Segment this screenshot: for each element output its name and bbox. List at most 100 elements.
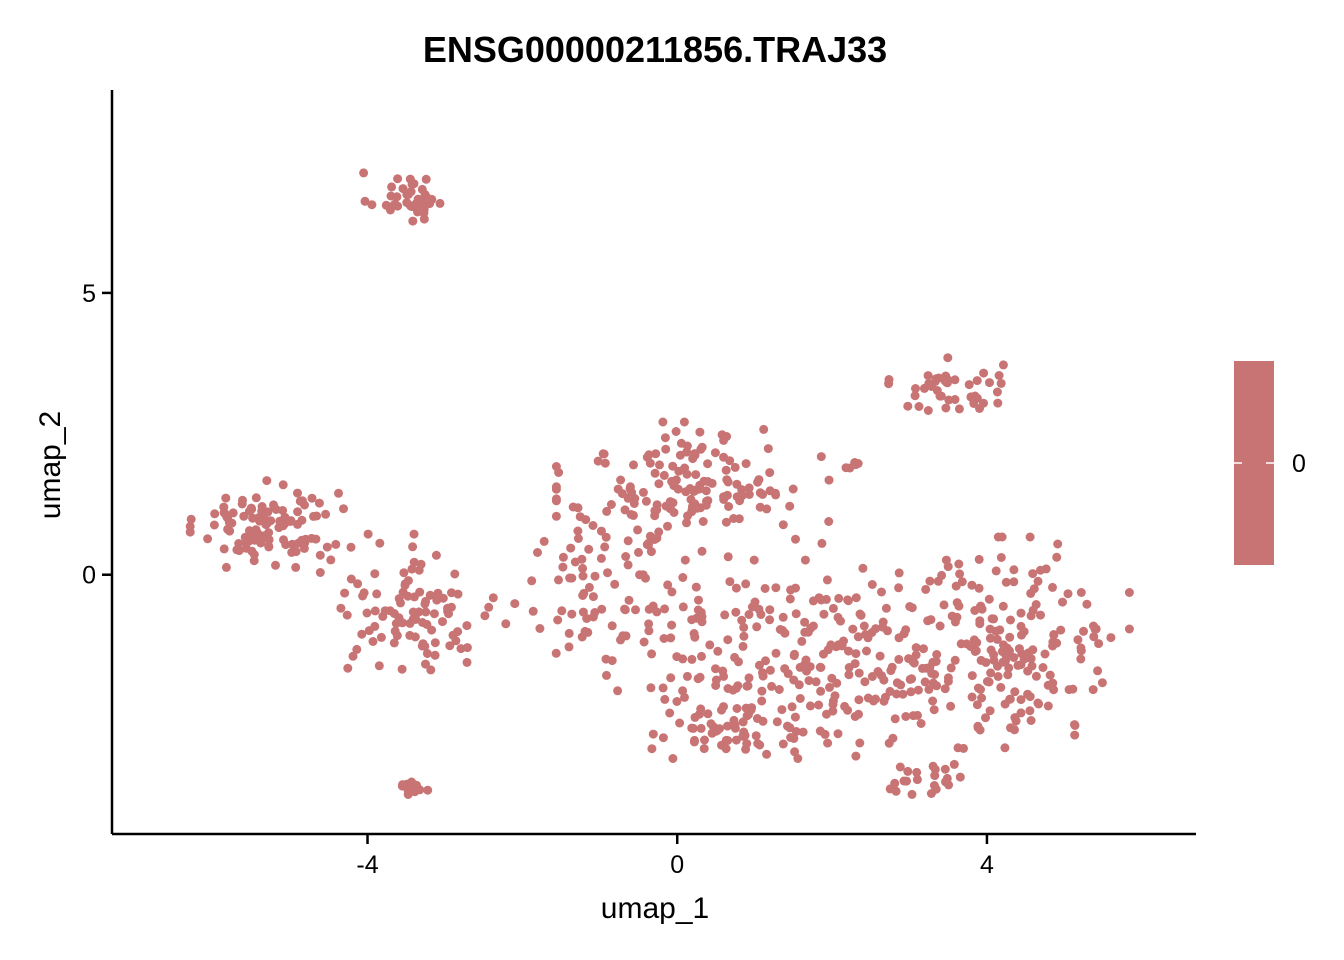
data-point [699, 744, 709, 754]
data-point [621, 552, 631, 561]
data-point [723, 552, 733, 562]
data-point [940, 684, 950, 694]
data-point [405, 630, 415, 640]
data-point [744, 673, 754, 683]
data-point [924, 684, 934, 694]
data-point [322, 542, 332, 552]
data-point [638, 570, 648, 580]
data-point [558, 562, 568, 572]
data-point [663, 521, 672, 531]
data-point [998, 657, 1008, 667]
data-point [767, 681, 777, 691]
data-point [954, 404, 964, 414]
data-point [752, 622, 762, 632]
data-point [1124, 624, 1134, 634]
data-point [940, 764, 950, 774]
data-point [771, 583, 781, 593]
data-point [788, 484, 798, 494]
data-point [711, 664, 720, 674]
data-point [994, 371, 1004, 380]
data-point [669, 508, 679, 517]
data-point [964, 380, 974, 390]
data-point [421, 596, 431, 606]
data-point [1064, 685, 1074, 695]
data-point [789, 734, 799, 743]
data-point [744, 710, 753, 719]
data-point [840, 701, 850, 711]
data-point [828, 699, 838, 709]
data-point [1088, 685, 1098, 695]
data-point [737, 615, 747, 625]
data-point [567, 609, 577, 619]
data-point [528, 606, 538, 616]
data-point [823, 738, 833, 748]
data-point [989, 655, 999, 665]
data-point [278, 480, 288, 490]
data-point [573, 526, 583, 536]
data-point [593, 456, 603, 466]
data-point [185, 527, 195, 537]
data-point [671, 427, 681, 436]
data-point [979, 368, 989, 378]
data-point [339, 504, 348, 514]
data-point [755, 740, 765, 750]
data-point [1016, 708, 1026, 718]
data-point [358, 591, 368, 601]
x-tick-label: 4 [980, 851, 994, 879]
data-point [1010, 713, 1020, 723]
data-point [1052, 638, 1062, 648]
data-point [1028, 605, 1038, 615]
data-point [973, 721, 983, 731]
data-point [430, 650, 440, 660]
data-point [603, 568, 612, 578]
data-point [775, 625, 785, 634]
data-point [911, 650, 921, 660]
data-point [688, 454, 698, 464]
data-point [1019, 654, 1029, 664]
data-point [851, 649, 861, 659]
data-point [832, 678, 842, 688]
data-point [1013, 660, 1023, 670]
data-point [717, 705, 726, 715]
data-point [370, 621, 380, 631]
data-point [744, 483, 754, 493]
data-point [551, 648, 561, 658]
data-point [1049, 630, 1059, 639]
data-point [733, 681, 743, 691]
data-point [892, 678, 902, 688]
data-point [710, 448, 720, 458]
data-point [723, 477, 733, 487]
data-point [675, 718, 685, 728]
data-point [348, 651, 358, 661]
data-point [602, 506, 612, 516]
data-point [660, 694, 670, 704]
data-point [618, 631, 628, 641]
data-point [1056, 625, 1066, 635]
data-point [1073, 635, 1083, 645]
data-point [675, 450, 685, 460]
data-point [851, 751, 861, 761]
data-point [854, 695, 864, 705]
data-point [1005, 632, 1015, 642]
data-point [400, 579, 410, 589]
data-point [954, 601, 964, 611]
legend: 0 [1234, 361, 1306, 565]
data-point [293, 488, 302, 498]
data-point [819, 649, 828, 659]
data-point [853, 459, 863, 468]
data-point [678, 573, 688, 582]
data-point [902, 776, 911, 786]
data-point [251, 493, 261, 503]
data-point [422, 649, 432, 658]
data-point [939, 600, 949, 610]
data-point [667, 587, 677, 597]
data-point [239, 511, 249, 521]
data-point [885, 784, 895, 794]
data-point [639, 637, 649, 647]
data-point [650, 506, 660, 516]
data-point [602, 670, 611, 680]
data-point [426, 665, 436, 675]
data-point [334, 488, 343, 498]
data-point [912, 775, 922, 785]
